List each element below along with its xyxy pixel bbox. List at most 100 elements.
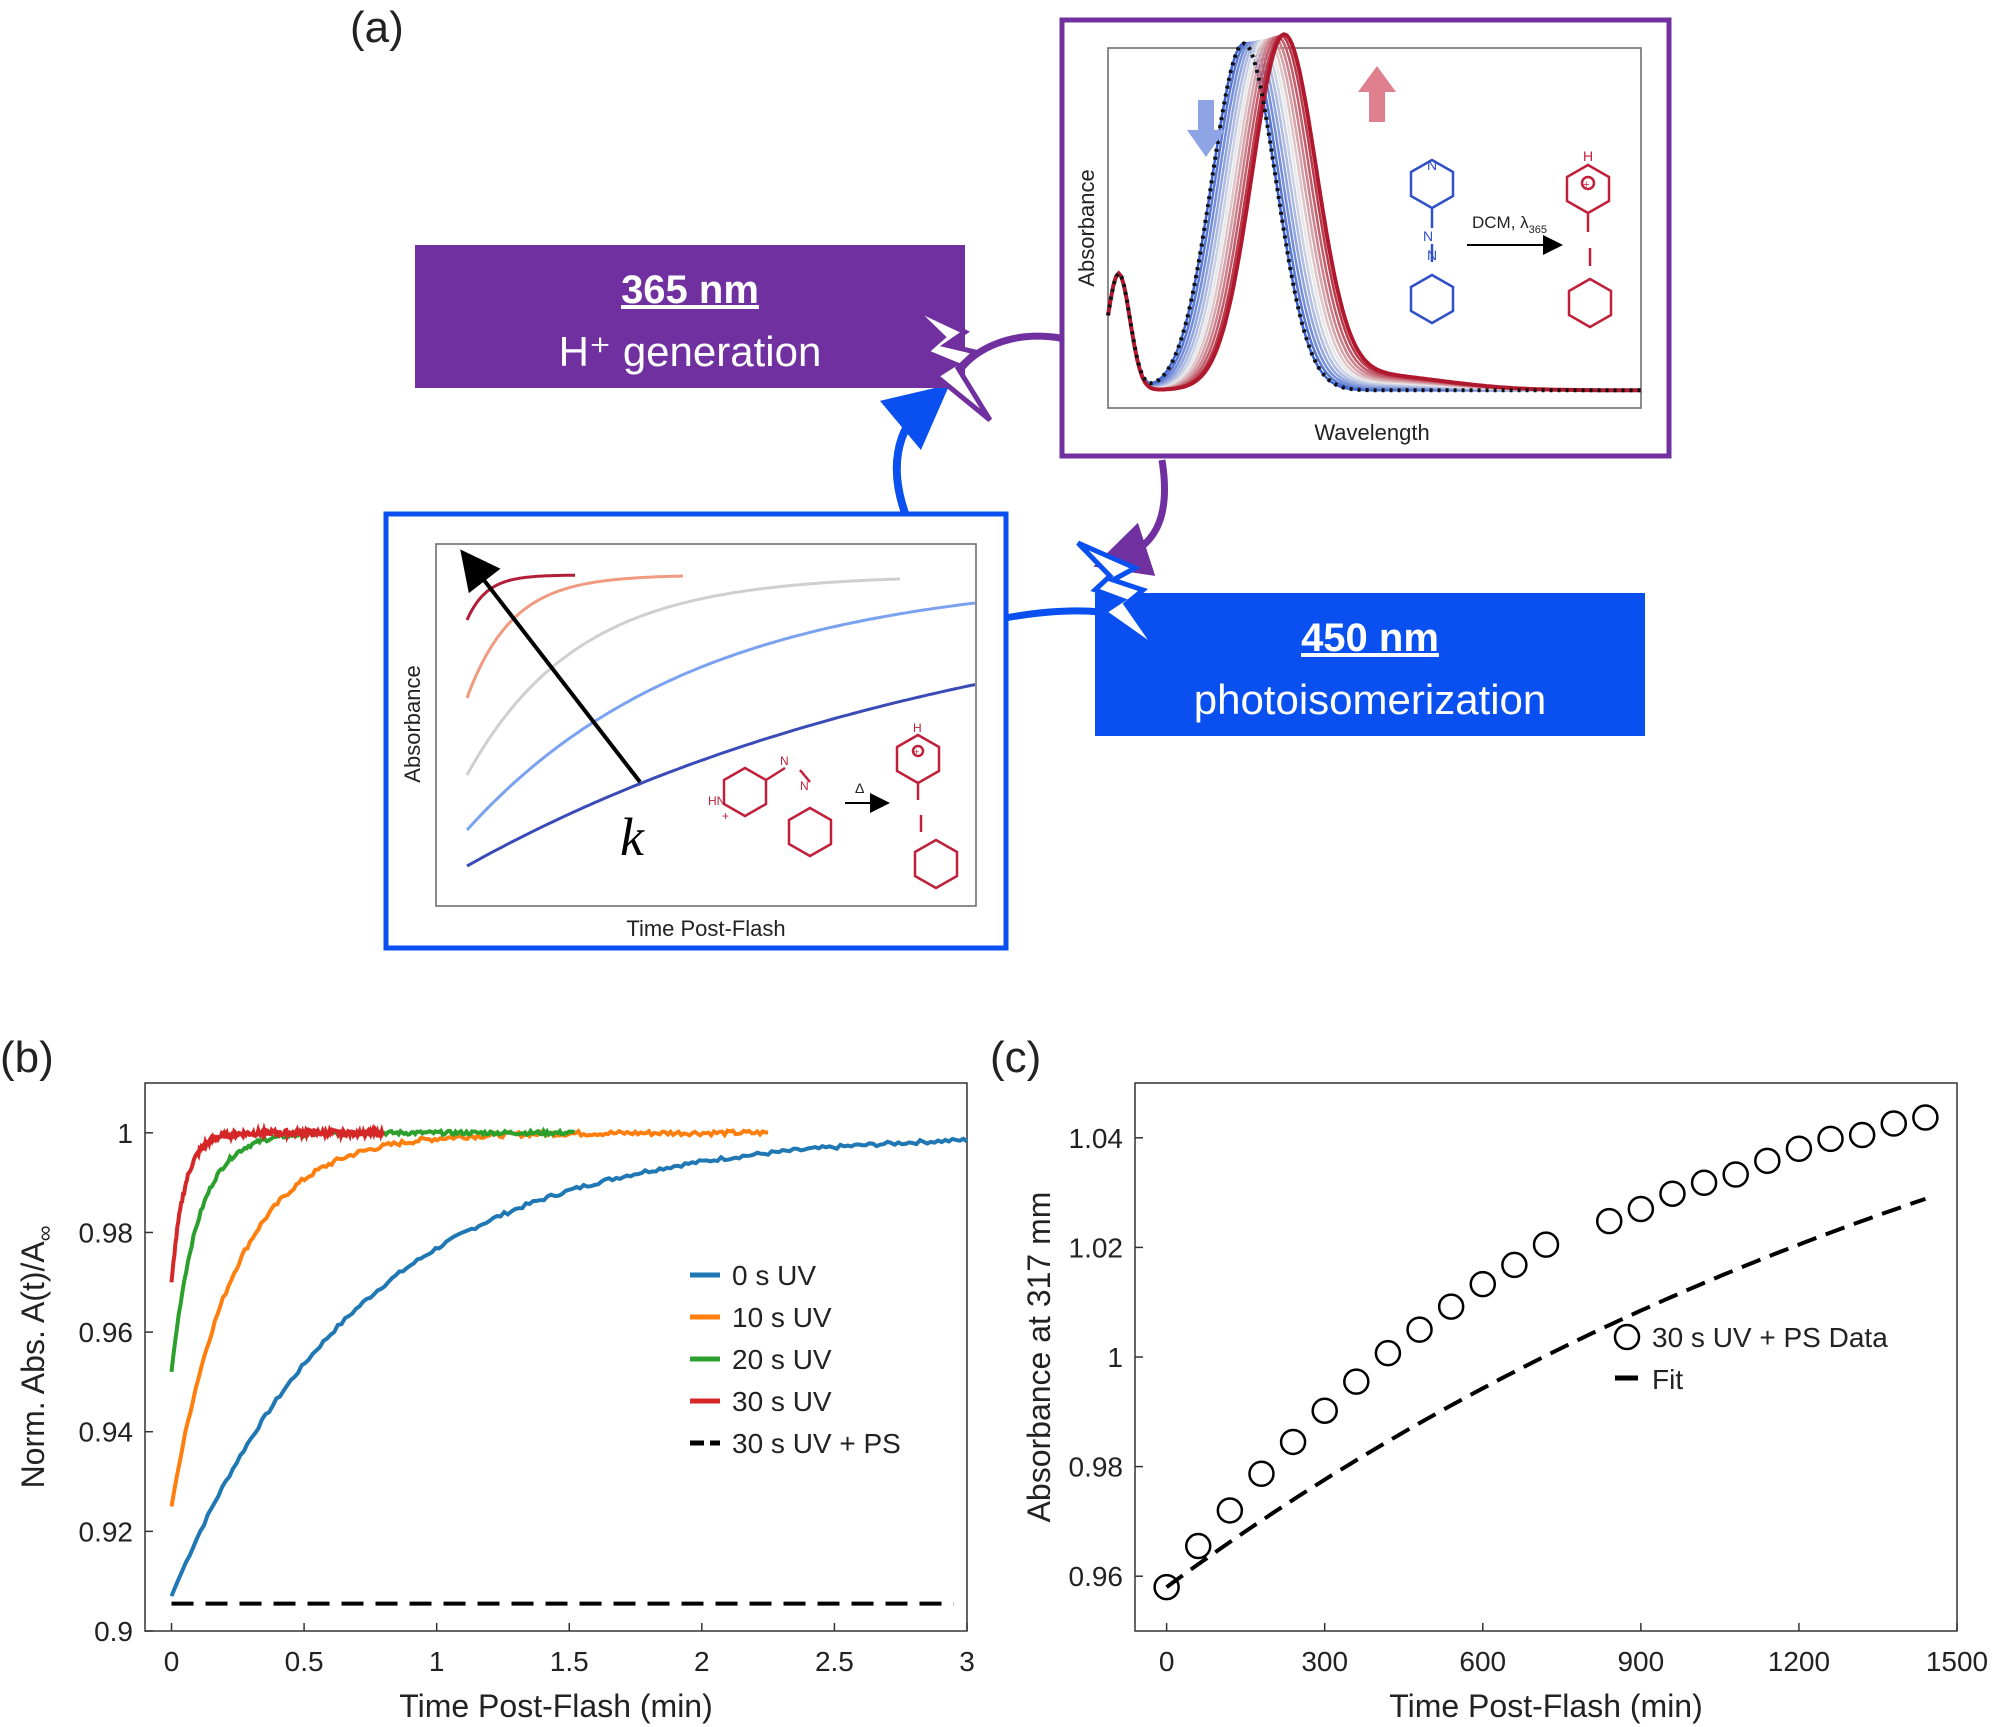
kinetics-curve [465,601,976,832]
chart-c-data-point [1501,1251,1528,1279]
chart-c-data-point [1880,1110,1908,1137]
pyridine-n-label: N [1427,157,1437,173]
chart-c-data-point [1279,1428,1307,1456]
chart-c-data-point [1595,1207,1623,1235]
trans-plus-label: + [914,747,919,757]
kinetics-curve [465,573,575,621]
pyridinium-molecule [1565,163,1613,329]
chart-b-xtick-label: 2.5 [815,1646,854,1677]
box-450nm: 450 nm photoisomerization [1095,593,1645,736]
spectrum-xlabel: Wavelength [1314,420,1429,445]
rate-constant-label: k [620,807,645,867]
chart-c-data-point [1437,1293,1465,1320]
kinetics-curve [465,574,684,699]
cis-pyridinium-molecule [722,766,833,858]
chart-c-xtick-label: 1500 [1926,1646,1988,1677]
chart-b: 0 0.5 1 1.5 2 2.5 3 0.9 0.92 0.94 0.96 0.98 1 Time P… [15,1082,975,1724]
spectrum-curves [1106,32,1641,393]
chart-b-legend-label: 20 s UV [732,1344,832,1375]
chart-c-xlabel: Time Post-Flash (min) [1389,1688,1703,1724]
kinetics-xlabel: Time Post-Flash [626,916,785,941]
chart-b-xtick-label: 2 [694,1646,710,1677]
chart-c-data-point [1311,1397,1338,1424]
chart-c-data-point [1343,1368,1370,1395]
chart-b-ytick-label: 0.94 [79,1417,134,1448]
chart-b-ytick-label: 0.98 [79,1217,134,1248]
box-365nm-subtitle: H⁺ generation [559,328,822,375]
chart-c-data-point [1817,1125,1844,1153]
spectrum-dotted-curve [1106,41,1641,393]
chart-b-series-line [169,1122,385,1283]
chart-c-xtick-label: 600 [1459,1646,1506,1677]
lightning-bolt-icon [1076,540,1161,653]
chart-c-data-point [1659,1180,1686,1207]
chart-c-data-point [1848,1121,1876,1149]
blue-arc-left [879,384,950,515]
chart-c-data-point [1785,1135,1813,1163]
reaction-label: DCM, λ365 [1472,213,1547,236]
blue-arc-bottom [1004,607,1101,622]
spectrum-axes [1107,47,1642,409]
chart-c-ylabel: Absorbance at 317 mm [1021,1192,1057,1523]
chart-c-legend-marker [1613,1323,1641,1351]
chart-c-data-point [1722,1161,1749,1188]
chart-b-ytick-label: 1 [117,1118,133,1149]
kinetics-ylabel: Absorbance [400,665,425,782]
kinetics-curve [466,683,976,868]
chart-c-legend-label: 30 s UV + PS Data [1652,1322,1888,1353]
chart-c-data-point [1532,1231,1560,1258]
azopyridine-molecule [1409,158,1455,325]
chart-b-ytick-label: 0.92 [79,1516,134,1547]
panel-label-c: (c) [990,1033,1041,1082]
chart-b-legend-label: 0 s UV [732,1260,816,1291]
chart-c-data-point [1216,1497,1244,1524]
chart-c-data-point [1469,1270,1497,1298]
chart-b-legend-label: 30 s UV [732,1386,832,1417]
chart-b-ylabel: Norm. Abs. A(t)/A∞ [15,1226,57,1489]
rate-increase-arrow [460,549,642,784]
chart-b-xtick-label: 1.5 [550,1646,589,1677]
chart-c-ytick-label: 1.02 [1069,1232,1124,1263]
chart-c: 0 300 600 900 1200 1500 0.96 0.98 1 1.02 1.04 Time… [1021,1082,1988,1724]
chart-b-xlabel: Time Post-Flash (min) [399,1688,713,1724]
chart-b-legend: 0 s UV 10 s UV 20 s UV 30 s UV 30 s UV + PS [690,1260,901,1459]
chart-c-ytick-label: 1.04 [1069,1123,1124,1154]
chart-b-xtick-label: 0.5 [285,1646,324,1677]
chart-c-data-point [1153,1573,1180,1601]
cis-hn-label: HN [708,794,725,808]
cis-plus-label: + [722,809,729,823]
box-450nm-subtitle: photoisomerization [1194,676,1547,723]
chart-c-fit-line [1165,1197,1927,1589]
chart-b-axes [144,1082,968,1632]
trans-h-label: H [913,721,922,735]
chart-c-data-point [1690,1169,1718,1196]
chart-c-data-point [1627,1195,1655,1223]
thermal-reaction-label: Δ [855,780,864,796]
azo-n1-label: N [1423,228,1433,244]
chart-b-ytick-label: 0.96 [79,1317,134,1348]
chart-b-legend-label: 10 s UV [732,1302,832,1333]
chart-b-legend-label: 30 s UV + PS [732,1428,901,1459]
chart-b-xtick-label: 3 [959,1646,975,1677]
chart-c-data-point [1184,1532,1212,1560]
spectrum-inset: Wavelength Absorbance N N N DCM, λ365 H … [1059,17,1672,459]
chart-c-ytick-label: 0.96 [1069,1561,1124,1592]
kinetics-curve [465,577,901,776]
azo-n2-label: N [1427,247,1437,263]
chart-b-xtick-label: 0 [164,1646,180,1677]
chart-c-xtick-label: 0 [1159,1646,1175,1677]
panel-label-a: (a) [350,3,404,52]
trans-pyridinium-molecule [895,733,959,890]
box-365nm-title: 365 nm [621,268,759,312]
chart-c-data-point [1912,1104,1939,1131]
cis-azo-n2-label: N [800,779,809,793]
pyridinium-plus-label: + [1583,179,1589,191]
chart-c-data-point [1374,1339,1402,1367]
chart-b-xtick-label: 1 [429,1646,445,1677]
kinetics-inset: Time Post-Flash Absorbance k HN + N N Δ … [383,511,1009,951]
lightning-bolt-icon [910,304,993,422]
kinetics-axes [435,543,977,907]
panel-label-b: (b) [0,1033,54,1082]
chart-c-xtick-label: 300 [1301,1646,1348,1677]
spectrum-ylabel: Absorbance [1074,169,1099,286]
